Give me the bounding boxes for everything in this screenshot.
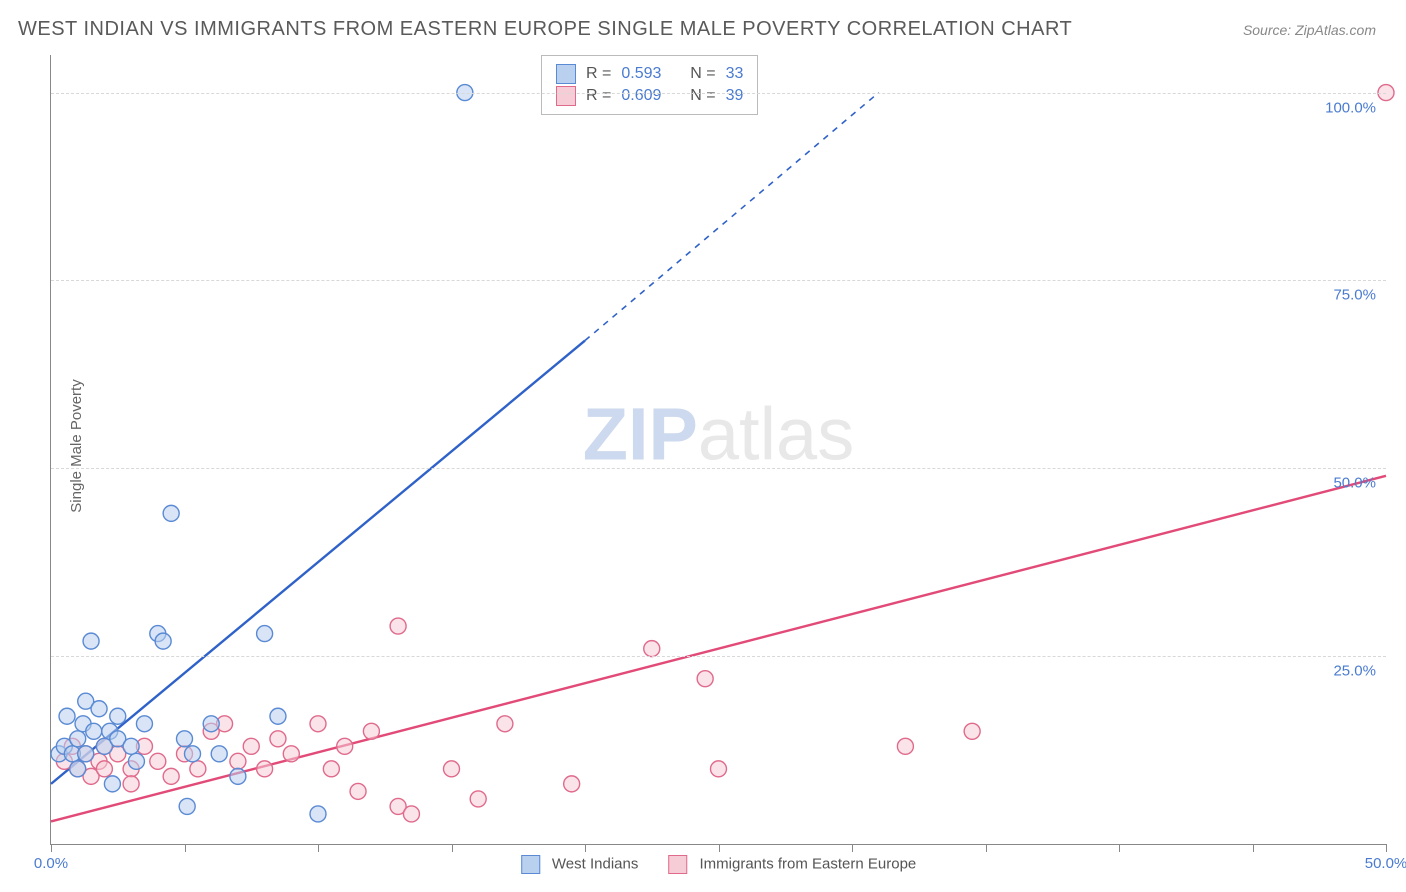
data-point-pink [390,618,406,634]
data-point-blue [163,505,179,521]
data-point-blue [70,761,86,777]
x-tick [719,844,720,852]
r-value: 0.609 [621,87,661,105]
square-icon [668,855,687,874]
data-point-pink [96,761,112,777]
legend-label: Immigrants from Eastern Europe [700,855,917,872]
data-point-blue [83,633,99,649]
data-point-blue [104,776,120,792]
data-point-blue [78,746,94,762]
data-point-pink [897,738,913,754]
gridline [51,468,1386,469]
data-point-pink [964,723,980,739]
data-point-blue [155,633,171,649]
data-point-blue [211,746,227,762]
data-point-pink [283,746,299,762]
x-tick [852,844,853,852]
data-point-pink [270,731,286,747]
source-attribution: Source: ZipAtlas.com [1243,22,1376,38]
data-point-pink [310,716,326,732]
data-point-pink [123,776,139,792]
data-point-pink [403,806,419,822]
data-point-pink [497,716,513,732]
n-value: 39 [726,87,744,105]
plot-area: ZIPatlas R = 0.593 N = 33 R = 0.609 N = … [50,55,1386,845]
data-point-blue [310,806,326,822]
legend-item-blue: West Indians [521,855,639,874]
y-tick-label: 100.0% [1325,99,1376,116]
x-tick-label: 0.0% [34,855,68,872]
data-point-blue [128,753,144,769]
n-label: N = [690,87,715,105]
stats-row-blue: R = 0.593 N = 33 [556,64,743,84]
data-point-blue [86,723,102,739]
data-point-blue [91,701,107,717]
data-point-pink [363,723,379,739]
n-label: N = [690,65,715,83]
stats-legend: R = 0.593 N = 33 R = 0.609 N = 39 [541,55,758,115]
data-point-blue [230,768,246,784]
data-point-blue [177,731,193,747]
data-point-pink [150,753,166,769]
legend-label: West Indians [552,855,638,872]
data-point-blue [123,738,139,754]
series-legend: West Indians Immigrants from Eastern Eur… [521,855,917,874]
data-point-blue [203,716,219,732]
x-tick [452,844,453,852]
y-tick-label: 75.0% [1333,287,1376,304]
x-tick [185,844,186,852]
gridline [51,93,1386,94]
data-point-pink [444,761,460,777]
r-value: 0.593 [621,65,661,83]
data-point-pink [257,761,273,777]
data-point-pink [337,738,353,754]
chart-svg [51,55,1386,844]
data-point-blue [185,746,201,762]
data-point-pink [243,738,259,754]
data-point-blue [136,716,152,732]
data-point-pink [163,768,179,784]
data-point-blue [257,626,273,642]
data-point-pink [230,753,246,769]
x-tick [51,844,52,852]
data-point-blue [270,708,286,724]
square-icon [521,855,540,874]
data-point-blue [59,708,75,724]
data-point-pink [644,641,660,657]
x-tick-label: 50.0% [1365,855,1406,872]
data-point-blue [70,731,86,747]
gridline [51,280,1386,281]
data-point-pink [323,761,339,777]
r-label: R = [586,87,611,105]
square-icon [556,86,576,106]
legend-item-pink: Immigrants from Eastern Europe [668,855,916,874]
x-tick [318,844,319,852]
data-point-pink [190,761,206,777]
trend-line-blue-dashed [585,93,879,341]
square-icon [556,64,576,84]
r-label: R = [586,65,611,83]
n-value: 33 [726,65,744,83]
chart-title: WEST INDIAN VS IMMIGRANTS FROM EASTERN E… [18,18,1072,41]
data-point-pink [697,671,713,687]
y-tick-label: 25.0% [1333,663,1376,680]
data-point-pink [564,776,580,792]
stats-row-pink: R = 0.609 N = 39 [556,86,743,106]
x-tick [986,844,987,852]
data-point-pink [470,791,486,807]
x-tick [1119,844,1120,852]
data-point-blue [110,708,126,724]
gridline [51,656,1386,657]
data-point-blue [179,798,195,814]
data-point-pink [350,783,366,799]
x-tick [585,844,586,852]
x-tick [1253,844,1254,852]
data-point-pink [711,761,727,777]
x-tick [1386,844,1387,852]
y-tick-label: 50.0% [1333,475,1376,492]
